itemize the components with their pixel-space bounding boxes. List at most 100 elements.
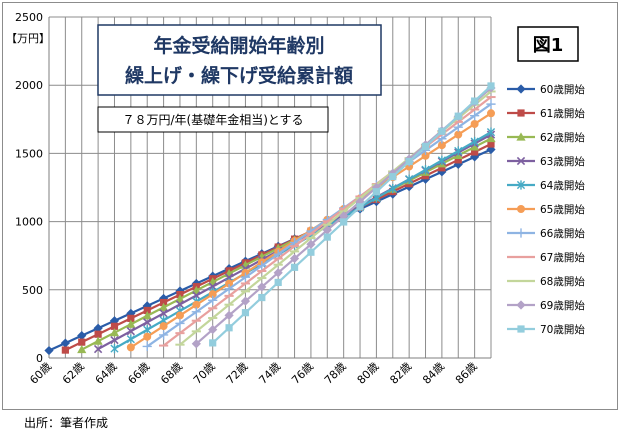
data-point <box>437 167 447 177</box>
data-point <box>44 345 54 356</box>
data-point <box>454 146 463 156</box>
x-axis: 60歳 62歳 64歳 66歳 68歳 70歳 72歳 74歳 76歳 78歳 80歳 82歳 84歳 8… <box>27 357 491 387</box>
data-point <box>110 343 119 354</box>
legend-item-62: 62歳開始 <box>507 131 585 144</box>
x-tick-label: 80歳 <box>355 360 382 387</box>
x-tick-label: 78歳 <box>322 360 349 387</box>
x-tick-label: 68歳 <box>158 360 185 387</box>
data-point <box>487 140 495 148</box>
legend-item-70: 70歳開始 <box>507 323 585 336</box>
legend-marker <box>516 132 526 141</box>
x-tick-label: 84歳 <box>420 360 447 387</box>
data-point <box>158 330 169 340</box>
data-point <box>225 279 234 288</box>
legend-item-68: 68歳開始 <box>507 275 585 288</box>
y-tick-label: 2000 <box>15 79 43 92</box>
legend-label: 70歳開始 <box>540 323 585 336</box>
data-point <box>209 339 217 347</box>
data-point <box>175 294 185 303</box>
data-point <box>78 338 86 346</box>
data-point <box>470 111 480 121</box>
data-point <box>454 130 463 139</box>
legend-label: 61歳開始 <box>540 107 585 120</box>
legend-label: 64歳開始 <box>540 179 585 192</box>
legend-marker <box>516 180 526 190</box>
data-point <box>77 344 87 354</box>
series-66 <box>142 99 496 352</box>
legend-marker <box>517 205 525 213</box>
data-point <box>339 211 349 221</box>
data-point <box>192 300 201 309</box>
data-point <box>289 253 300 264</box>
data-point <box>323 233 331 241</box>
data-point <box>143 332 152 341</box>
data-point <box>240 272 251 282</box>
data-point <box>191 285 201 295</box>
data-point <box>142 311 152 320</box>
legend-item-66: 66歳開始 <box>507 227 585 240</box>
legend-item-69: 69歳開始 <box>507 299 585 312</box>
legend: 60歳開始 61歳開始 62歳開始 63歳開始 64歳開始 65歳開始 66歳開始 67歳開始… <box>507 83 585 336</box>
x-tick-label: 72歳 <box>224 360 251 387</box>
data-point <box>208 290 217 299</box>
data-point <box>175 318 185 328</box>
title-box <box>97 24 382 96</box>
data-point <box>340 218 348 226</box>
data-point <box>94 330 102 338</box>
data-point <box>454 112 462 120</box>
data-point <box>273 268 283 278</box>
figure-label-box <box>517 26 579 62</box>
data-point <box>240 296 251 306</box>
data-point <box>486 133 496 143</box>
data-point <box>421 151 430 160</box>
legend-item-60: 60歳開始 <box>507 83 585 96</box>
data-point <box>470 136 479 147</box>
data-point <box>487 82 495 90</box>
legend-label: 67歳開始 <box>540 251 585 264</box>
y-axis: 0 500 1000 1500 2000 2500 <box>15 11 50 365</box>
data-point <box>192 291 201 300</box>
data-point <box>191 307 201 317</box>
data-point <box>388 183 397 194</box>
data-point <box>487 109 495 118</box>
figure-label: 図1 <box>533 35 564 56</box>
data-point <box>77 331 87 341</box>
x-tick-label: 60歳 <box>27 360 54 387</box>
data-point <box>110 322 119 330</box>
data-point <box>61 346 69 354</box>
data-point <box>175 300 185 309</box>
legend-marker <box>516 84 526 94</box>
data-point <box>306 239 316 249</box>
x-tick-label: 74歳 <box>256 360 283 387</box>
data-point <box>142 341 152 352</box>
data-point <box>437 155 446 165</box>
data-point <box>60 338 70 348</box>
legend-label: 60歳開始 <box>540 83 585 96</box>
legend-marker <box>516 156 526 166</box>
data-point <box>93 323 103 333</box>
data-point <box>175 311 184 320</box>
data-point <box>225 324 233 332</box>
data-point <box>127 314 135 322</box>
legend-item-61: 61歳開始 <box>507 107 585 120</box>
data-point <box>143 306 151 315</box>
data-point <box>307 248 315 256</box>
data-point <box>470 142 480 151</box>
y-tick-label: 1500 <box>15 147 43 160</box>
data-point <box>389 173 397 181</box>
data-point <box>93 336 103 345</box>
legend-label: 66歳開始 <box>540 227 585 240</box>
data-point <box>471 148 479 156</box>
data-point <box>437 141 446 150</box>
x-tick-label: 66歳 <box>125 360 152 387</box>
y-axis-unit-label: 【万円】 <box>6 32 50 45</box>
data-point <box>438 127 446 135</box>
data-point <box>159 322 168 331</box>
x-tick-label: 82歳 <box>387 360 414 387</box>
legend-item-65: 65歳開始 <box>507 203 585 216</box>
legend-item-67: 67歳開始 <box>507 251 585 264</box>
data-point <box>159 298 168 307</box>
data-point <box>191 339 201 349</box>
subtitle-box <box>97 106 329 133</box>
